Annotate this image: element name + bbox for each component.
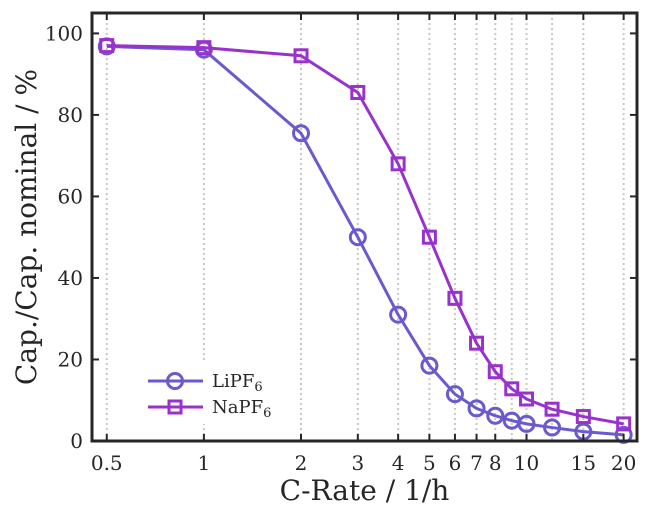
x-tick-label-15: 15 [571,451,596,475]
x-tick-label-8: 8 [489,451,502,475]
data-point-lipf6-4 [389,305,408,324]
data-point-napf6-12 [544,401,560,417]
data-point-napf6-3 [350,84,366,100]
x-tick-label-1: 1 [198,451,211,475]
data-point-lipf6-10 [517,414,536,433]
plot-frame [90,11,639,443]
y-tick-label-40: 40 [58,266,83,290]
x-tick-label-0-5: 0.5 [91,451,123,475]
x-tick-label-2: 2 [295,451,308,475]
y-tick-label-80: 80 [58,103,83,127]
data-point-lipf6-6 [445,385,464,404]
data-point-lipf6-5 [420,356,439,375]
axis-ticks: 0.5 1 2 3 4 5 6 7 8 10 15 20 0 20 40 60 80 100 [45,13,637,475]
y-tick-label-0: 0 [70,429,83,453]
legend-label-napf6: NaPF6 [212,397,271,421]
x-tick-label-7: 7 [470,451,483,475]
legend-marker-lipf6 [166,372,184,390]
data-point-napf6-7 [469,335,485,351]
data-point-lipf6-7 [467,399,486,418]
data-point-napf6-1 [196,40,212,56]
y-tick-label-20: 20 [58,347,83,371]
series-line-lipf6 [106,44,624,437]
data-point-napf6-4 [390,156,406,172]
data-point-napf6-6 [447,290,463,306]
x-tick-label-10: 10 [514,451,539,475]
series-napf6 [99,38,632,432]
x-tick-label-5: 5 [423,451,436,475]
data-point-napf6-2 [293,48,309,64]
data-point-lipf6-8 [486,406,505,425]
x-tick-label-3: 3 [351,451,364,475]
data-point-napf6-9 [504,381,520,397]
data-point-napf6-10 [519,391,535,407]
plot-series [97,37,633,444]
legend-label-lipf6: LiPF6 [212,371,263,395]
data-point-napf6-0-5 [99,38,115,54]
legend-box [140,362,285,424]
data-point-napf6-8 [487,364,503,380]
x-axis-label: C-Rate / 1/h [280,474,450,506]
data-point-napf6-5 [421,229,437,245]
data-point-napf6-15 [575,409,591,425]
x-tick-label-4: 4 [392,451,405,475]
data-point-lipf6-3 [348,228,367,247]
legend-marker-napf6 [167,399,183,415]
y-tick-label-100: 100 [45,21,83,45]
x-tick-label-20: 20 [611,451,636,475]
data-point-lipf6-2 [292,124,311,143]
y-tick-label-60: 60 [58,184,83,208]
data-point-napf6-20 [616,416,632,432]
series-line-napf6 [106,44,624,426]
y-axis-label: Cap./Cap. nominal / % [10,69,43,385]
data-point-lipf6-12 [543,418,562,437]
x-tick-label-6: 6 [449,451,462,475]
